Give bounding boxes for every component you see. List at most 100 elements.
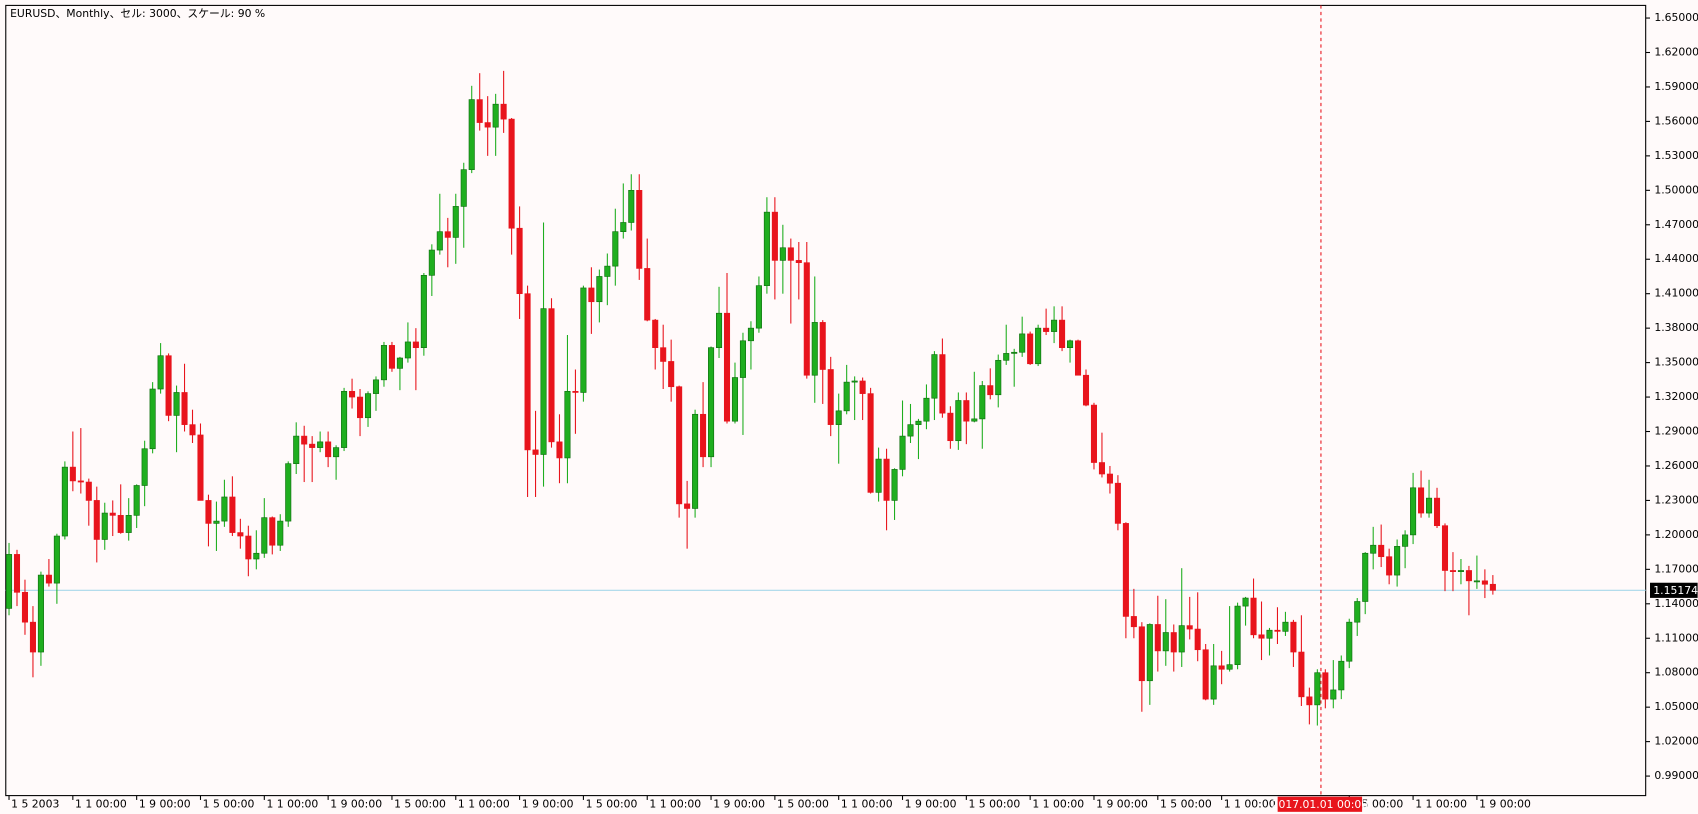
candle-body [1147, 624, 1152, 680]
candle-body [748, 328, 753, 341]
candle-body [956, 401, 961, 441]
x-tick-label: 1 9 00:00 [1096, 797, 1148, 810]
candle-body [700, 414, 705, 456]
candle-body [533, 450, 538, 455]
candle-body [222, 497, 227, 521]
candle-body [373, 380, 378, 394]
candle-body [820, 322, 825, 369]
candle-body [860, 381, 865, 394]
candle-body [174, 392, 179, 415]
candle-body [732, 378, 737, 422]
candle-body [1347, 622, 1352, 661]
candle-body [948, 413, 953, 441]
x-tick-label: 1 1 00:00 [458, 797, 510, 810]
candle-body [437, 232, 442, 250]
candle-body [708, 348, 713, 457]
y-tick-label: 1.65000 [1654, 11, 1698, 24]
candle-body [1339, 661, 1344, 690]
candle-body [1410, 488, 1415, 535]
candle-body [70, 467, 75, 481]
candle-body [1291, 622, 1296, 652]
y-tick-label: 1.29000 [1654, 425, 1698, 438]
candle-body [525, 294, 530, 450]
candle-body [309, 444, 314, 447]
y-tick-label: 1.20000 [1654, 528, 1698, 541]
x-tick-label: 1 5 00:00 [777, 797, 829, 810]
x-tick-label: 1 1 00:00 [266, 797, 318, 810]
candle-body [78, 481, 83, 482]
candle-body [6, 554, 11, 608]
y-tick-label: 0.99000 [1654, 769, 1698, 782]
candle-body [38, 575, 43, 652]
x-tick-label: 1 1 00:00 [649, 797, 701, 810]
chart: EURUSD、Monthly、セル: 3000、スケール: 90 % 0.990… [0, 0, 1698, 814]
candle-body [1035, 328, 1040, 364]
y-tick-label: 1.56000 [1654, 114, 1698, 127]
candle-body [1019, 334, 1024, 352]
candle-body [892, 469, 897, 500]
candle-body [740, 341, 745, 378]
candle-body [565, 391, 570, 458]
candle-body [972, 419, 977, 421]
candle-body [836, 411, 841, 425]
candle-body [262, 518, 267, 554]
candle-body [517, 228, 522, 293]
candle-body [1059, 320, 1064, 348]
candle-body [637, 190, 642, 268]
candle-body [668, 361, 673, 386]
candle-body [1115, 483, 1120, 523]
candle-body [676, 387, 681, 504]
candle-body [828, 369, 833, 424]
y-tick-label: 1.59000 [1654, 80, 1698, 93]
candle-body [86, 482, 91, 500]
x-tick-label: 1 9 00:00 [522, 797, 574, 810]
candle-body [230, 497, 235, 533]
candle-body [1203, 650, 1208, 699]
candle-body [1139, 627, 1144, 681]
candle-body [118, 515, 123, 532]
candle-body [884, 459, 889, 500]
candle-body [1179, 626, 1184, 652]
candle-body [1123, 523, 1128, 616]
x-tick-label: 1 5 00:00 [969, 797, 1021, 810]
candle-body [493, 104, 498, 127]
candle-body [1075, 341, 1080, 375]
candle-body [1155, 624, 1160, 650]
x-tick-label: 1 1 00:00 [1224, 797, 1276, 810]
current-price-label: 1.15174 [1653, 584, 1698, 597]
candle-body [270, 518, 275, 546]
candle-body [413, 342, 418, 348]
candle-body [1219, 666, 1224, 669]
candle-body [1434, 498, 1439, 526]
candle-body [1099, 463, 1104, 474]
y-tick-label: 1.26000 [1654, 459, 1698, 472]
candle-body [317, 442, 322, 448]
candle-body [684, 504, 689, 509]
candle-body [1370, 545, 1375, 553]
candle-body [1331, 690, 1336, 699]
candle-body [653, 320, 658, 348]
page: {"chart_data": {"type": "candlestick", "… [0, 0, 1698, 814]
candle-body [1251, 598, 1256, 635]
candle-body [397, 358, 402, 368]
candle-body [206, 500, 211, 523]
candle-body [14, 554, 19, 592]
y-tick-label: 1.23000 [1654, 493, 1698, 506]
candle-body [573, 391, 578, 392]
candle-body [381, 345, 386, 379]
candle-body [301, 436, 306, 444]
candle-body [645, 268, 650, 320]
candle-body [932, 355, 937, 399]
candle-body [325, 442, 330, 457]
candle-body [581, 288, 586, 393]
candle-body [788, 248, 793, 261]
candle-body [1004, 353, 1009, 360]
y-tick-label: 1.44000 [1654, 252, 1698, 265]
candle-body [1083, 375, 1088, 405]
candle-body [1011, 352, 1016, 353]
candle-body [286, 464, 291, 521]
candle-body [844, 382, 849, 411]
candle-body [54, 536, 59, 583]
y-tick-label: 1.62000 [1654, 46, 1698, 59]
candle-body [190, 425, 195, 435]
